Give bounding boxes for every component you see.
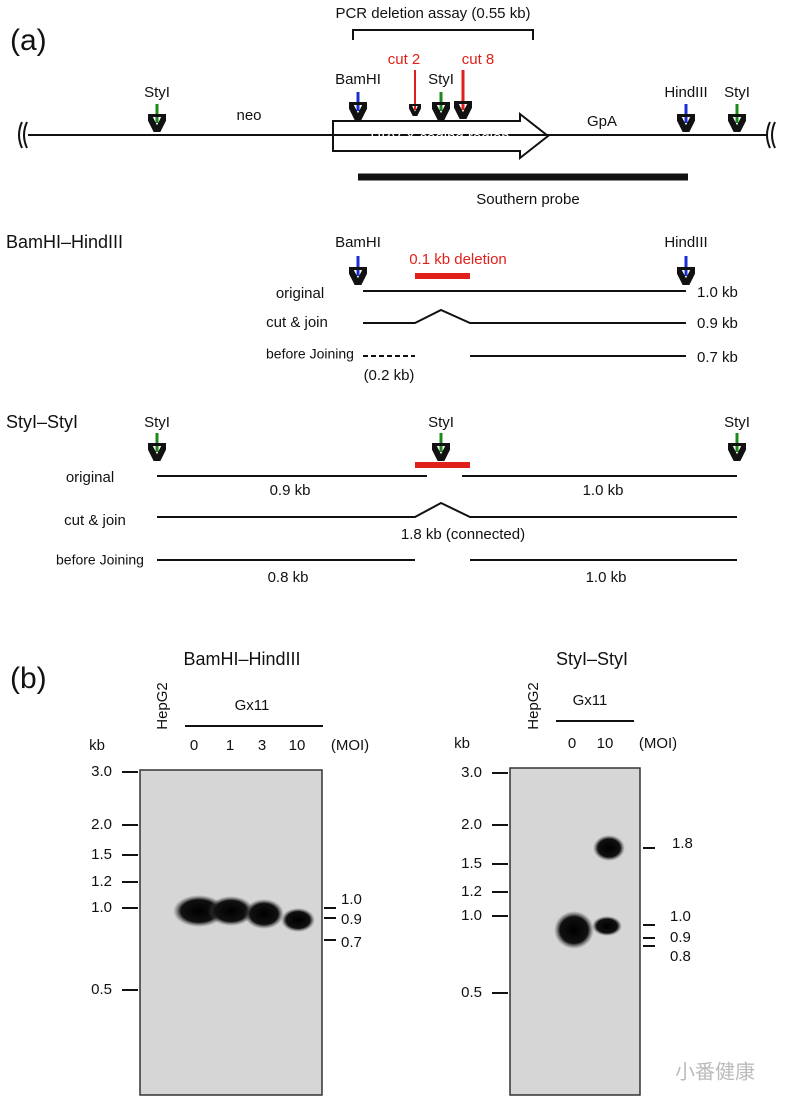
ladder: 3.0 2.0 1.5 1.2 1.0 0.5	[91, 763, 138, 998]
band	[281, 908, 315, 932]
row-label: cut & join	[266, 314, 328, 331]
region-label: GpA	[587, 113, 617, 130]
ladder-label: 1.2	[91, 873, 112, 890]
ladder-label: 3.0	[91, 763, 112, 780]
lane-label: 0	[568, 735, 576, 752]
pcr-label: PCR deletion assay (0.55 kb)	[335, 5, 530, 22]
ladder-label: 0.5	[461, 984, 482, 1001]
band	[592, 916, 622, 936]
ladder-ticks	[492, 772, 508, 994]
ladder-label: 1.2	[461, 883, 482, 900]
marker-label: 1.0	[341, 891, 362, 908]
marker-label: 0.9	[670, 929, 691, 946]
pcr-bracket	[352, 29, 534, 40]
ladder-unit: kb	[454, 735, 470, 752]
site-label: StyI	[724, 84, 750, 101]
site-label: BamHI	[335, 71, 381, 88]
size-label: 0.7 kb	[697, 349, 738, 366]
row-label: original	[66, 469, 114, 486]
lane-label: HepG2	[154, 682, 171, 730]
fragment	[157, 501, 737, 518]
lane-unit: (MOI)	[331, 737, 369, 754]
site-label: StyI	[144, 414, 170, 431]
cut-label: cut 2	[388, 51, 421, 68]
marker-label: 0.7	[341, 934, 362, 951]
lane-label: 10	[289, 737, 306, 754]
ladder-label: 1.5	[461, 855, 482, 872]
ladder-label: 2.0	[461, 816, 482, 833]
group-label: Gx11	[573, 692, 608, 709]
marker-label: 1.8	[672, 835, 693, 852]
section-title: StyI–StyI	[6, 412, 78, 432]
size-label: 1.0 kb	[586, 569, 627, 586]
site-label: StyI	[428, 71, 454, 88]
marker-label: 0.9	[341, 911, 362, 928]
size-label: 0.9 kb	[697, 315, 738, 332]
row-label: cut & join	[64, 512, 126, 529]
site-label: StyI	[428, 414, 454, 431]
size-label: 1.8 kb (connected)	[401, 526, 525, 543]
site-label: StyI	[724, 414, 750, 431]
lane-label: 10	[597, 735, 614, 752]
ladder-unit: kb	[89, 737, 105, 754]
deletion-label: 0.1 kb deletion	[409, 251, 507, 268]
size-label: 0.9 kb	[270, 482, 311, 499]
probe-label: Southern probe	[476, 191, 579, 208]
marker-label: 0.8	[670, 948, 691, 965]
watermark: 小番健康	[675, 1060, 755, 1083]
lane-label: 1	[226, 737, 234, 754]
row-label: original	[276, 285, 324, 302]
coding-arrow	[332, 111, 550, 161]
row-label: before Joining	[266, 346, 354, 362]
ladder: 3.0 2.0 1.5 1.2 1.0 0.5	[461, 764, 508, 1001]
lane-label: 3	[258, 737, 266, 754]
ladder-label: 1.0	[461, 907, 482, 924]
lane-unit: (MOI)	[639, 735, 677, 752]
marker-label: 1.0	[670, 908, 691, 925]
blot-title: StyI–StyI	[556, 649, 628, 669]
ladder-label: 1.5	[91, 846, 112, 863]
blot-title: BamHI–HindIII	[183, 649, 300, 669]
marker-ticks	[324, 907, 336, 941]
ladder-label: 0.5	[91, 981, 112, 998]
lane-label: 0	[190, 737, 198, 754]
band	[554, 911, 594, 949]
break-marks	[18, 121, 776, 149]
band	[593, 835, 625, 861]
band	[208, 896, 254, 926]
panel-label: (a)	[10, 24, 47, 57]
size-label: 0.8 kb	[268, 569, 309, 586]
size-label: 1.0 kb	[697, 284, 738, 301]
site-label: HindIII	[664, 234, 707, 251]
ladder-label: 1.0	[91, 899, 112, 916]
size-label: 1.0 kb	[583, 482, 624, 499]
site-label: HindIII	[664, 84, 707, 101]
fragment	[363, 308, 686, 324]
lane-label: HepG2	[525, 682, 542, 730]
size-label: (0.2 kb)	[364, 367, 415, 384]
ladder-label: 2.0	[91, 816, 112, 833]
coding-label: HBV X coding region	[370, 129, 509, 146]
section-title: BamHI–HindIII	[6, 232, 123, 252]
region-label: neo	[236, 107, 261, 124]
marker-ticks	[643, 847, 655, 947]
blot-image	[139, 769, 323, 1096]
panel-label: (b)	[10, 662, 47, 695]
site-label: StyI	[144, 84, 170, 101]
ladder-ticks	[122, 771, 138, 991]
cut-label: cut 8	[462, 51, 495, 68]
row-label: before Joining	[56, 552, 144, 568]
site-label: BamHI	[335, 234, 381, 251]
group-label: Gx11	[235, 697, 270, 714]
band	[244, 899, 284, 929]
ladder-label: 3.0	[461, 764, 482, 781]
